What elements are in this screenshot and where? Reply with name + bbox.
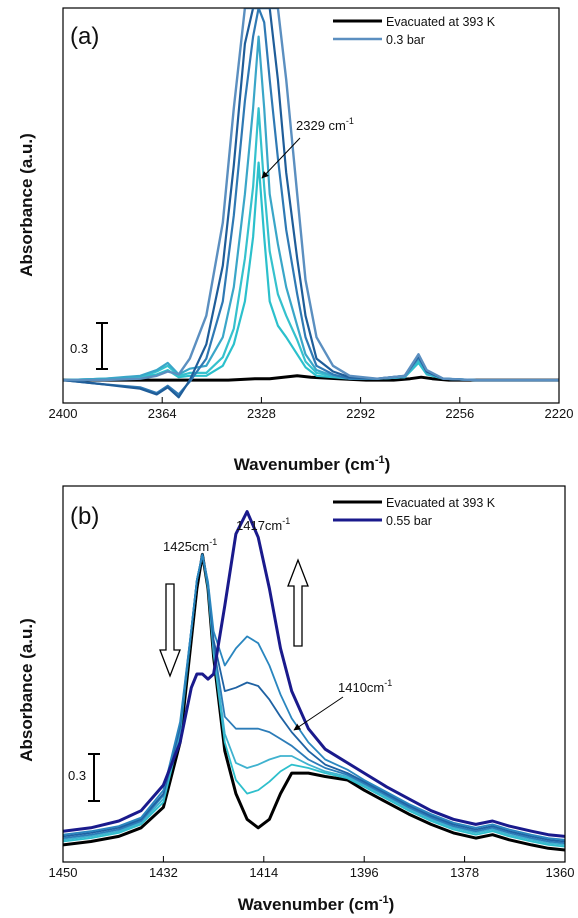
panel-a-series-line-2	[63, 161, 559, 382]
panel-b-annotation-1425: 1425cm-1	[163, 537, 217, 554]
panel-b: 1450 1432 1414 1396 1378 1360 (b) Evacuated a…	[17, 485, 575, 914]
panel-b-series-line-3	[63, 553, 565, 846]
panel-b-x-tick-label-5: 1378	[450, 865, 479, 880]
panel-a-x-tick-label-4: 2292	[346, 406, 375, 421]
panel-a-legend-label-1: Evacuated at 393 K	[386, 15, 496, 29]
panel-b-series-group	[63, 510, 565, 852]
panel-a-frame	[62, 7, 560, 404]
panel-b-series-line-1	[63, 552, 565, 852]
panel-b-legend-label-2: 0.55 bar	[386, 514, 432, 528]
panel-a-series-line-7	[63, 8, 559, 382]
panel-a-x-tick-label-5: 2256	[445, 406, 474, 421]
panel-b-annotation-1417: 1417cm-1	[236, 516, 290, 533]
panel-b-x-tick-label-3: 1414	[249, 865, 278, 880]
panel-a-x-ticks: 2400 2364 2328 2292 2256 2220	[49, 397, 574, 421]
increase-arrow-icon	[287, 558, 309, 647]
panel-a-legend-label-2: 0.3 bar	[386, 33, 425, 47]
panel-a-label: (a)	[70, 23, 99, 50]
panel-a-series-line-4	[63, 35, 559, 382]
panel-a-x-tick-label-6: 2220	[545, 406, 574, 421]
panel-a-series-group	[63, 8, 559, 399]
panel-b-x-axis-title: Wavenumber (cm-1)	[238, 894, 395, 914]
panel-b-y-axis-title: Absorbance (a.u.)	[17, 618, 36, 762]
panel-b-series-line-4	[63, 553, 565, 845]
panel-a-annotation-arrow	[261, 137, 301, 179]
panel-b-plot-area	[63, 510, 565, 852]
panel-b-x-ticks: 1450 1432 1414 1396 1378 1360	[49, 856, 575, 880]
panel-a-series-line-6	[63, 8, 559, 399]
panel-b-scale-label: 0.3	[68, 768, 86, 783]
panel-a-plot-area	[63, 8, 559, 399]
panel-a-x-tick-label-2: 2364	[148, 406, 177, 421]
panel-a-scale-bar	[96, 322, 108, 370]
panel-a-scale-label: 0.3	[70, 341, 88, 356]
panel-b-label: (b)	[70, 503, 99, 530]
panel-a-x-axis-title: Wavenumber (cm-1)	[234, 454, 391, 474]
panel-b-series-line-5	[63, 553, 565, 843]
panel-a-x-tick-label-1: 2400	[49, 406, 78, 421]
panel-a: 2400 2364 2328 2292 2256 2220 (a) Evacuated a…	[17, 7, 574, 474]
panel-b-x-tick-label-4: 1396	[350, 865, 379, 880]
panel-a-y-axis-title: Absorbance (a.u.)	[17, 133, 36, 277]
panel-b-annotation-1410: 1410cm-1	[338, 678, 392, 695]
panel-b-x-tick-label-6: 1360	[546, 865, 575, 880]
panel-a-legend: Evacuated at 393 K 0.3 bar	[333, 15, 496, 47]
panel-b-frame	[62, 485, 566, 863]
panel-b-x-tick-label-2: 1432	[149, 865, 178, 880]
panel-b-series-line-6	[63, 553, 565, 841]
panel-b-series-line-7	[63, 510, 565, 838]
panel-b-legend: Evacuated at 393 K 0.55 bar	[333, 496, 496, 528]
decrease-arrow-icon	[159, 583, 181, 678]
panel-b-scale-bar	[88, 753, 100, 802]
panel-a-x-tick-label-3: 2328	[247, 406, 276, 421]
panel-a-annotation-2329: 2329 cm-1	[296, 116, 354, 133]
panel-b-x-tick-label-1: 1450	[49, 865, 78, 880]
panel-b-annotation-arrow	[293, 696, 344, 731]
panel-b-legend-label-1: Evacuated at 393 K	[386, 496, 496, 510]
panel-b-series-line-2	[63, 553, 565, 848]
